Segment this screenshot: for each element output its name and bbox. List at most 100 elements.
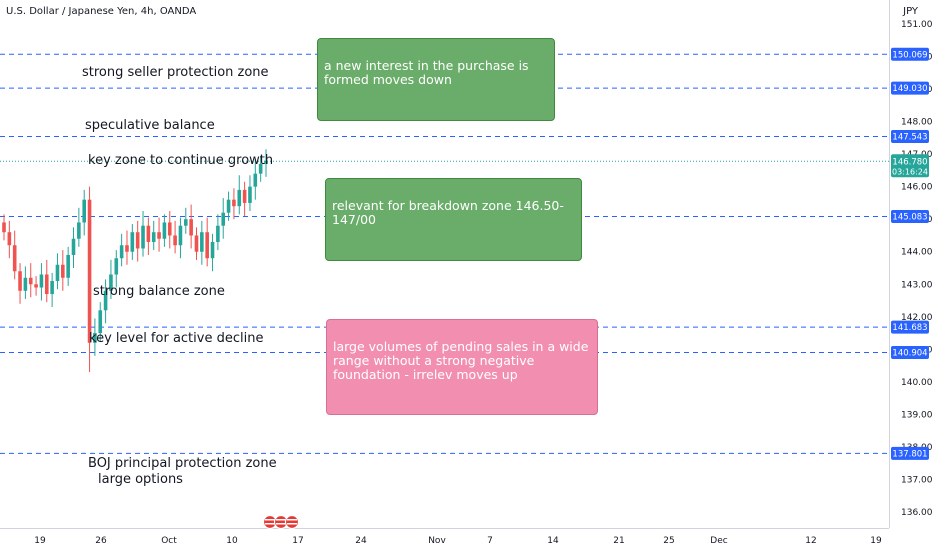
y-tick-label: 143.000	[901, 280, 932, 290]
candle-body	[39, 274, 44, 288]
level-tag	[891, 345, 929, 359]
candle-body	[216, 225, 220, 242]
candle-body	[264, 160, 268, 164]
current-price-label: 146.780	[892, 157, 927, 167]
candle-body	[130, 232, 135, 252]
candle-body	[98, 310, 103, 334]
label-speculative: speculative balance	[85, 118, 215, 133]
level-tag-label: 140.904	[892, 348, 927, 358]
x-tick-label: Dec	[710, 536, 727, 546]
candle-body	[200, 232, 204, 252]
level-tag-label: 137.801	[892, 449, 927, 459]
candle-body	[253, 173, 258, 187]
x-tick-label: Nov	[428, 536, 446, 546]
candle-body	[28, 277, 33, 285]
candle-body	[226, 199, 231, 213]
x-tick-label: 25	[663, 536, 674, 546]
y-tick-label: 148.000	[901, 118, 932, 128]
x-tick-label: 24	[355, 536, 367, 546]
candle-body	[50, 281, 54, 295]
candle-body	[162, 222, 167, 239]
candle-body	[77, 222, 81, 239]
candle-body	[173, 235, 177, 246]
level-tag	[891, 209, 929, 223]
candle-body	[232, 199, 236, 207]
y-tick-label: 151.000	[901, 20, 932, 30]
candle-body	[2, 222, 6, 233]
x-tick-label: 12	[805, 536, 816, 546]
candle-body	[135, 232, 140, 249]
countdown-label: 03:16:24	[892, 167, 928, 176]
candle-body	[93, 333, 97, 343]
level-tag-label: 147.543	[892, 132, 927, 142]
us-flag-icon[interactable]	[284, 514, 300, 530]
candle-body	[119, 245, 124, 259]
note-middle[interactable]: relevant for breakdown zone 146.50-147/0…	[325, 178, 582, 261]
chart-title: U.S. Dollar / Japanese Yen, 4h, OANDA	[6, 6, 197, 17]
level-tag	[891, 320, 929, 334]
candle-body	[221, 212, 226, 226]
candle-body	[248, 186, 252, 203]
candle-body	[87, 199, 92, 343]
current-price-tag	[891, 154, 929, 178]
time-axis-divider	[0, 528, 889, 529]
candle-body	[12, 245, 17, 272]
note-top[interactable]: a new interest in the purchase is formed…	[317, 38, 555, 121]
us-flag-icon[interactable]	[262, 514, 278, 530]
candle-body	[71, 238, 76, 255]
level-tag-label: 141.683	[892, 323, 927, 333]
x-tick-label: 19	[870, 536, 882, 546]
x-tick-label: 14	[547, 536, 559, 546]
candle-body	[205, 232, 209, 259]
level-tag-label: 150.069	[892, 50, 927, 60]
candle-body	[237, 189, 242, 207]
level-tag-label: 149.030	[892, 84, 927, 94]
candle-body	[167, 222, 172, 236]
label-large-options: large options	[98, 472, 183, 487]
candle-body	[146, 225, 151, 242]
candle-body	[210, 241, 215, 259]
label-key-growth: key zone to continue growth	[88, 153, 274, 168]
candle-body	[178, 225, 183, 246]
candle-body	[189, 219, 193, 236]
y-tick-label: 144.000	[901, 248, 932, 258]
y-tick-label: 146.000	[901, 183, 932, 193]
price-axis-divider	[889, 0, 890, 528]
x-tick-label: 21	[613, 536, 624, 546]
candle-body	[141, 225, 145, 249]
label-strong-balance: strong balance zone	[93, 284, 225, 299]
candle-body	[23, 277, 28, 291]
y-tick-label: 136.000	[901, 508, 932, 518]
x-tick-label: 17	[292, 536, 303, 546]
candle-body	[242, 189, 247, 203]
event-flags[interactable]	[262, 514, 302, 530]
candle-body	[258, 163, 263, 174]
y-tick-label: 140.000	[901, 378, 932, 388]
y-tick-label: 142.000	[901, 313, 932, 323]
level-tag	[891, 81, 929, 95]
level-tag	[891, 47, 929, 61]
level-tag	[891, 129, 929, 143]
candle-body	[18, 271, 22, 291]
candle-body	[103, 290, 108, 311]
candle-body	[82, 199, 87, 223]
level-tag-label: 145.083	[892, 212, 927, 222]
candle-body	[151, 232, 156, 242]
x-tick-label: 10	[226, 536, 238, 546]
candle-body	[55, 264, 60, 282]
candle-body	[7, 232, 12, 246]
label-seller-zone: strong seller protection zone	[82, 65, 269, 80]
x-tick-label: 19	[34, 536, 46, 546]
label-boj-zone: BOJ principal protection zone	[88, 456, 277, 471]
candle-body	[109, 274, 113, 291]
x-tick-label: Oct	[161, 536, 177, 546]
note-bottom[interactable]: large volumes of pending sales in a wide…	[326, 319, 598, 415]
currency-label: JPY	[903, 6, 918, 17]
candle-body	[157, 232, 161, 239]
candle-body	[34, 284, 38, 288]
x-tick-label: 7	[487, 536, 493, 546]
level-tag	[891, 446, 929, 460]
candle-body	[183, 219, 188, 226]
y-tick-label: 139.000	[901, 410, 932, 420]
